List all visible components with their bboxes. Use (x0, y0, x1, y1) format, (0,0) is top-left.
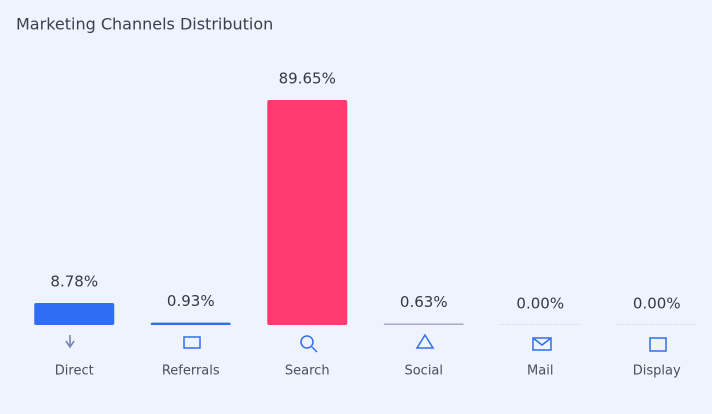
social-icon (415, 333, 435, 349)
category-label: Social (404, 364, 443, 379)
search-icon (300, 335, 314, 349)
chart-title: Marketing Channels Distribution (16, 15, 273, 34)
category-label: Referrals (162, 364, 220, 379)
direct-icon (65, 335, 75, 349)
search-icon-handle (311, 346, 318, 353)
value-label: 0.63% (400, 293, 448, 311)
value-label: 89.65% (279, 70, 336, 88)
bar (150, 322, 231, 325)
mail-icon-flap (532, 337, 552, 346)
category-label: Display (633, 364, 681, 379)
referrals-icon (183, 336, 201, 349)
category-label: Direct (55, 364, 94, 379)
display-icon (649, 337, 667, 352)
value-label: 0.00% (633, 295, 681, 313)
value-label: 0.00% (516, 295, 564, 313)
bar (267, 100, 348, 325)
icons (65, 333, 667, 353)
bar (383, 323, 464, 325)
mail-icon (532, 337, 552, 351)
category-label: Mail (527, 364, 553, 379)
category-label: Search (285, 364, 330, 379)
value-label: 8.78% (50, 272, 98, 290)
bar (34, 302, 115, 325)
value-label: 0.93% (167, 292, 215, 310)
